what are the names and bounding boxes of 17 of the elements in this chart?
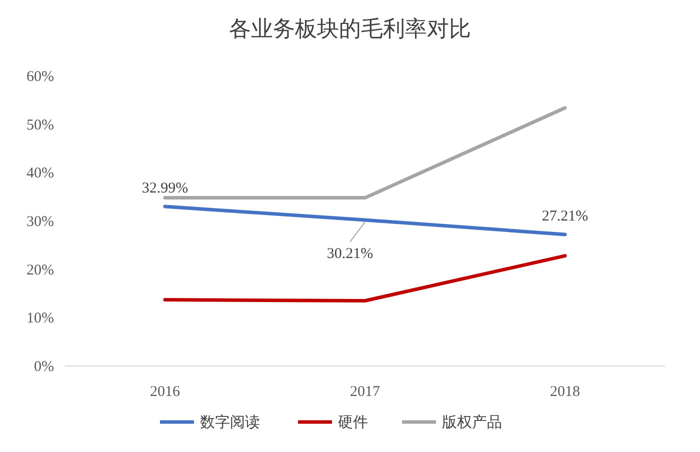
y-tick-label: 40% — [26, 166, 54, 182]
data-label: 27.21% — [542, 208, 588, 224]
legend-label: 数字阅读 — [200, 414, 260, 431]
y-tick-label: 20% — [26, 262, 54, 278]
y-tick-label: 0% — [34, 359, 54, 375]
y-tick-label: 50% — [26, 117, 54, 134]
data-label: 32.99% — [142, 180, 188, 197]
x-tick-label: 2017 — [350, 384, 380, 400]
y-tick-label: 60% — [26, 69, 54, 85]
x-tick-label: 2018 — [550, 384, 580, 400]
data-label: 30.21% — [326, 246, 374, 262]
x-tick-label: 2016 — [150, 384, 180, 400]
chart-title: 各业务板块的毛利率对比 — [229, 16, 471, 41]
y-tick-label: 10% — [26, 310, 54, 327]
legend-label: 硬件 — [338, 415, 368, 431]
legend-label: 版权产品 — [442, 414, 502, 431]
y-tick-label: 30% — [26, 214, 54, 230]
